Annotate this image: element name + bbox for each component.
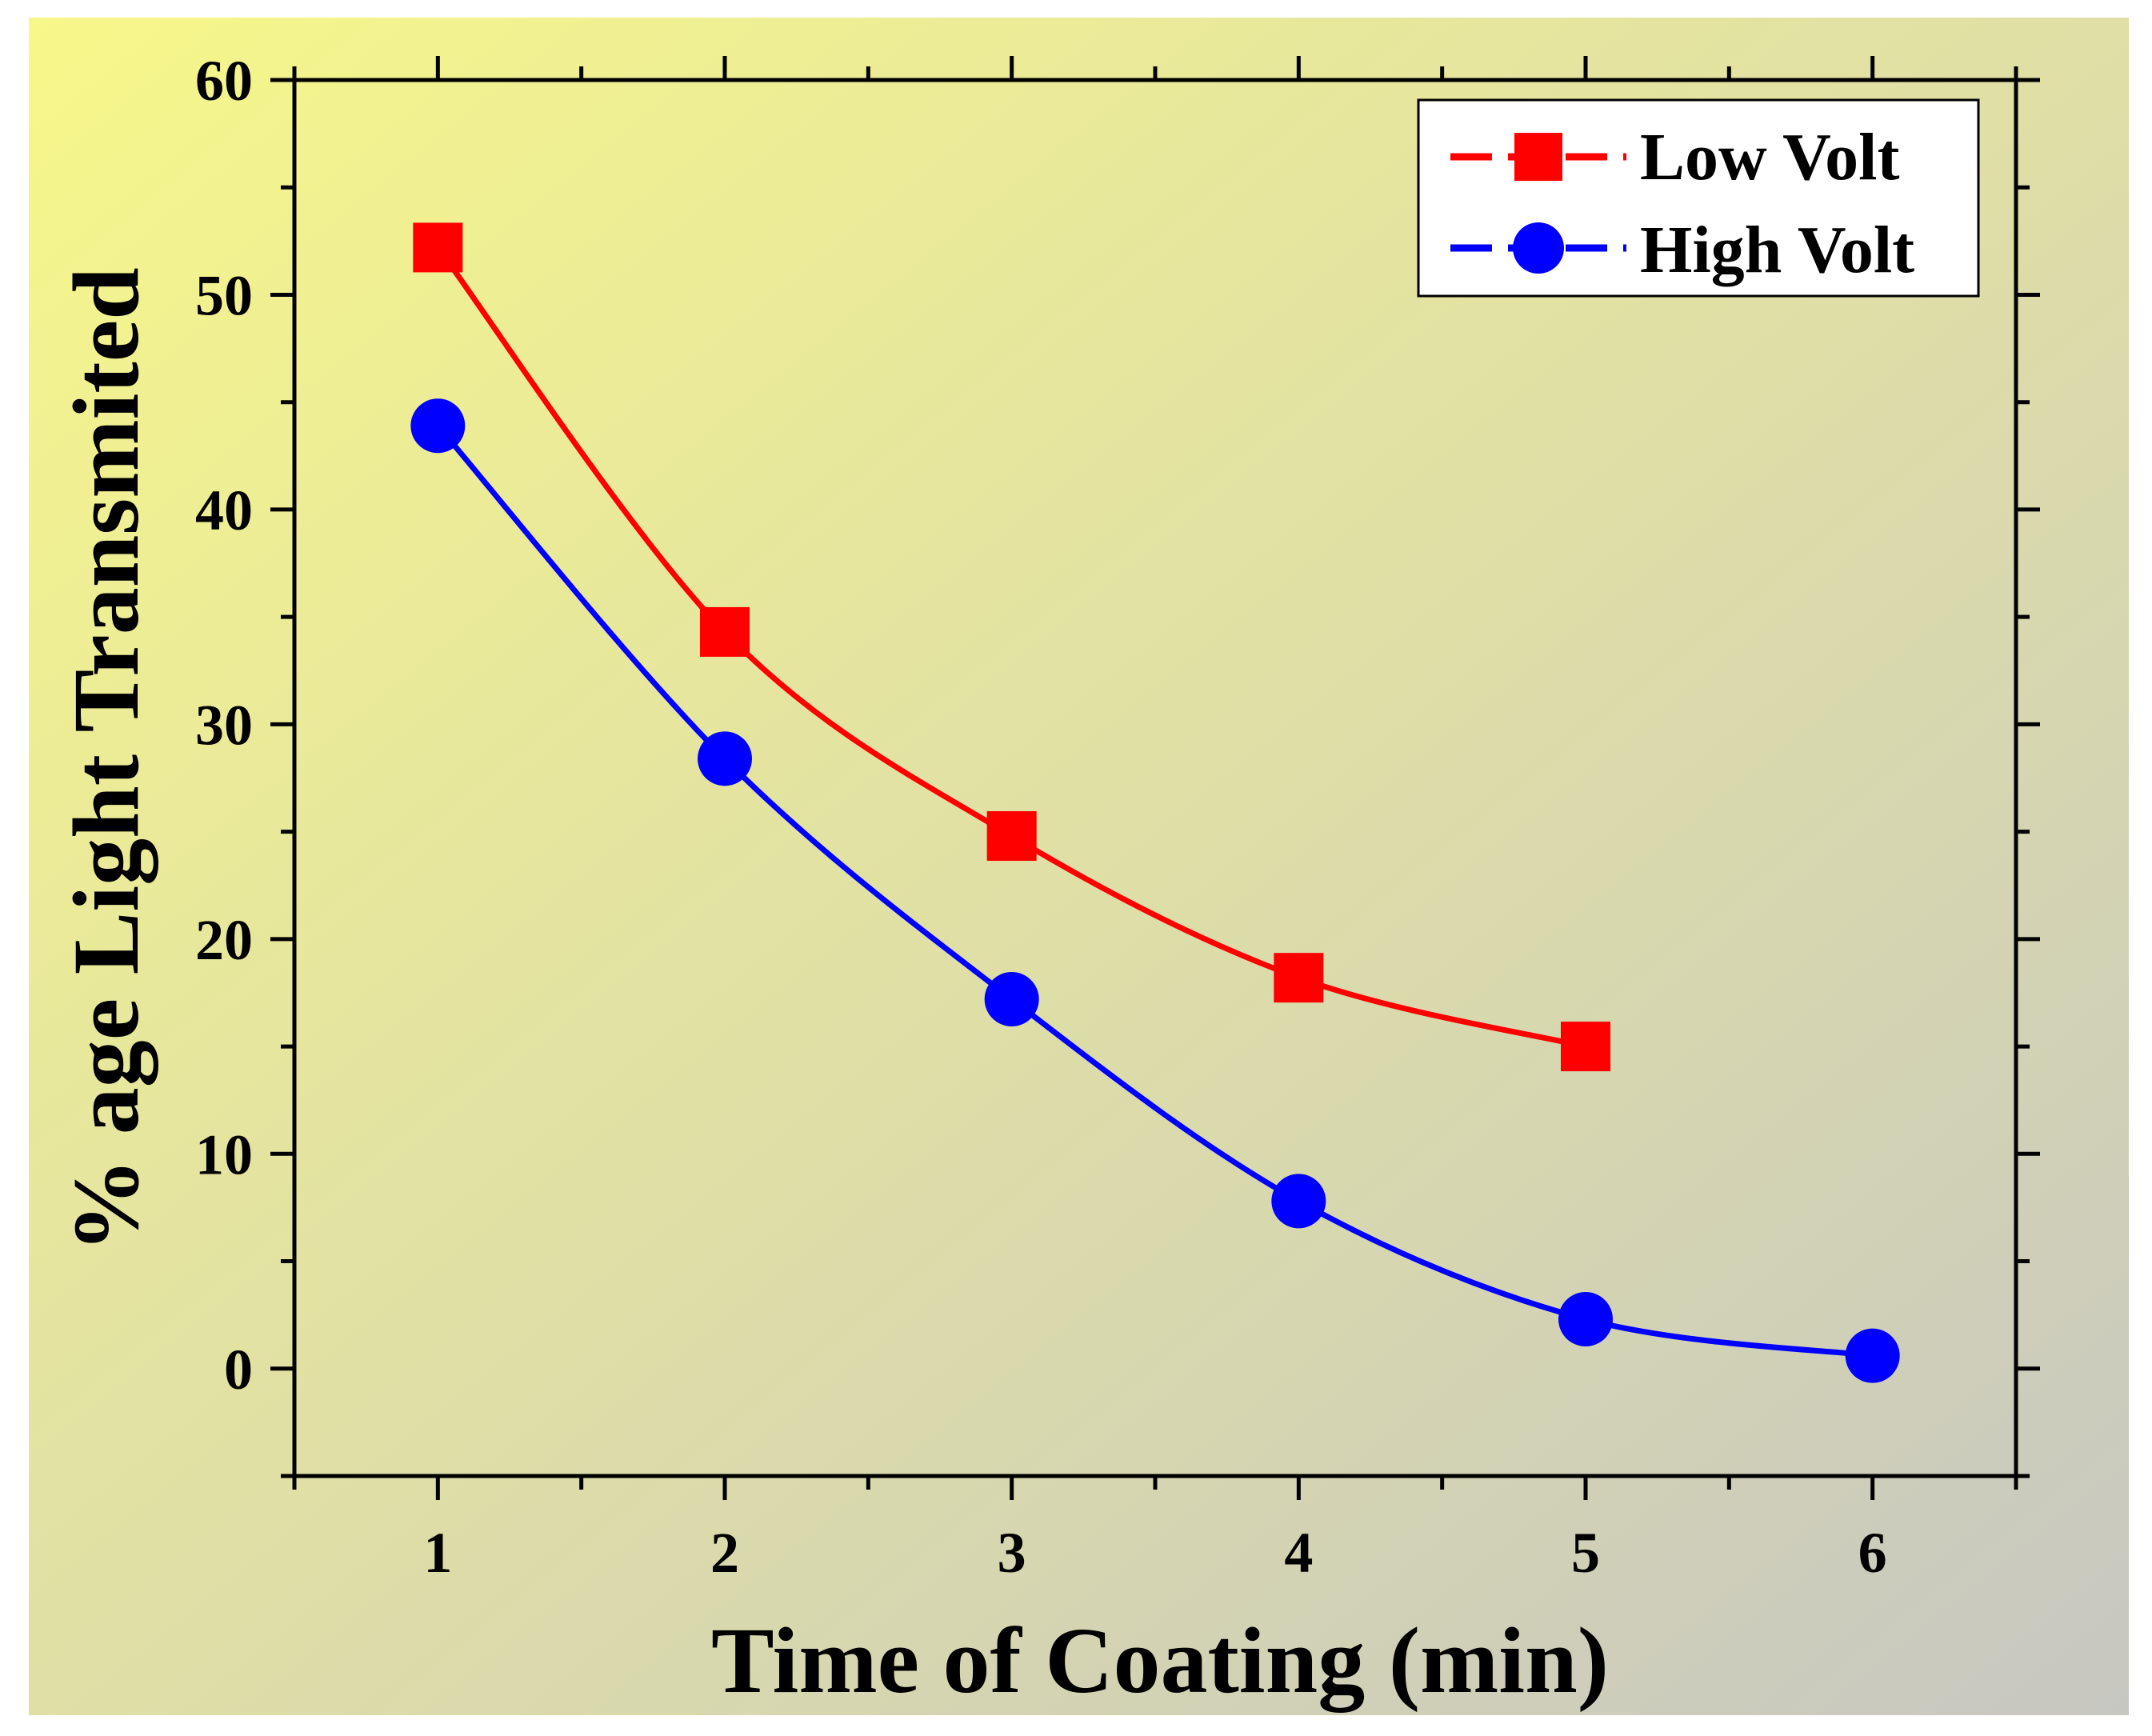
- series-layer: [410, 222, 1900, 1383]
- data-point-low-volt: [413, 222, 463, 273]
- y-tick-label: 0: [224, 1338, 253, 1402]
- y-tick-label: 30: [195, 693, 253, 757]
- data-point-low-volt: [700, 606, 750, 657]
- data-point-high-volt: [1845, 1328, 1900, 1383]
- y-axis-title: % age Light Transmited: [54, 267, 158, 1252]
- y-tick-label: 20: [195, 908, 253, 972]
- x-tick-label: 3: [998, 1521, 1026, 1585]
- y-tick-label: 40: [195, 478, 253, 542]
- series-high-volt: [410, 398, 1900, 1383]
- data-point-high-volt: [1271, 1174, 1326, 1229]
- y-axis-ticks: 0 10 20 30 40 50 60: [195, 49, 2040, 1478]
- data-point-low-volt: [1274, 953, 1324, 1003]
- legend-label-low-volt: Low Volt: [1640, 120, 1899, 194]
- data-point-low-volt: [1561, 1022, 1610, 1072]
- data-point-low-volt: [986, 810, 1037, 861]
- x-tick-label: 6: [1858, 1521, 1887, 1585]
- x-tick-label: 5: [1571, 1521, 1600, 1585]
- x-axis-ticks: 1 2 3 4 5 6: [292, 56, 2018, 1585]
- legend-label-high-volt: High Volt: [1640, 213, 1914, 287]
- data-point-high-volt: [984, 972, 1039, 1027]
- x-axis-title: Time of Coating (min): [711, 1608, 1609, 1713]
- x-tick-label: 1: [423, 1521, 452, 1585]
- legend: Low Volt High Volt: [1417, 98, 1980, 298]
- legend-marker-high-volt: [1513, 222, 1564, 274]
- y-tick-label: 60: [195, 49, 253, 113]
- data-point-high-volt: [698, 731, 752, 786]
- legend-marker-low-volt: [1514, 133, 1562, 181]
- chart-background: [29, 18, 2129, 1715]
- series-low-volt: [413, 222, 1610, 1072]
- series-line-low-volt: [435, 246, 1586, 1050]
- data-point-high-volt: [1558, 1292, 1613, 1347]
- x-tick-label: 2: [710, 1521, 739, 1585]
- y-tick-label: 50: [195, 263, 253, 327]
- y-tick-label: 10: [195, 1122, 253, 1186]
- data-point-high-volt: [410, 398, 466, 454]
- x-tick-label: 4: [1284, 1521, 1313, 1585]
- legend-box: [1417, 98, 1980, 298]
